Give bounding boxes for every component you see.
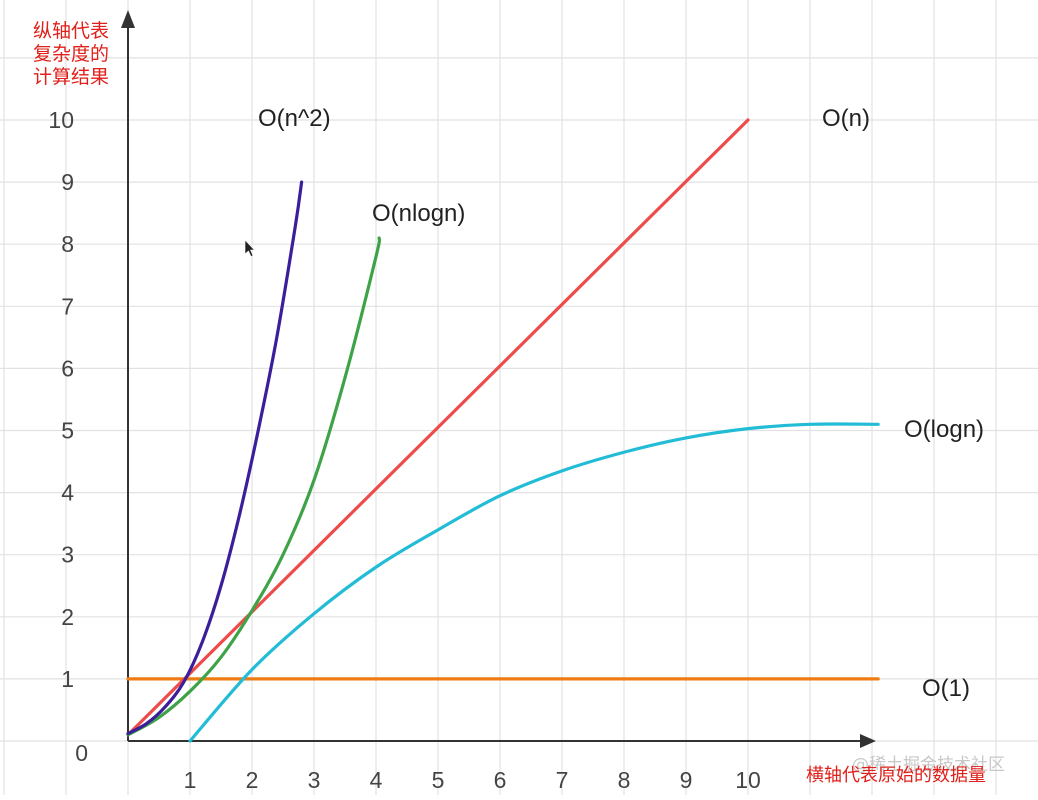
- x-tick-label: 6: [494, 767, 507, 793]
- series-label-on: O(n): [822, 105, 870, 132]
- y-tick-label: 1: [61, 666, 74, 692]
- series-line-onlogn: [126, 236, 382, 737]
- series-label-onlogn: O(nlogn): [372, 200, 465, 227]
- y-tick-label: 8: [61, 231, 74, 257]
- x-tick-label: 1: [184, 767, 197, 793]
- x-tick-label: 5: [432, 767, 445, 793]
- watermark: @稀土掘金技术社区: [852, 755, 1005, 775]
- series-line-on2: [126, 180, 304, 736]
- y-tick-label: 0: [75, 740, 88, 766]
- x-tick-label: 9: [680, 767, 693, 793]
- y-axis-label-line-1: 纵轴代表: [33, 20, 110, 42]
- y-tick-label: 3: [61, 542, 74, 568]
- y-axis-arrow: [121, 10, 135, 28]
- x-axis-label: 横轴代表原始的数据量: [806, 765, 986, 786]
- y-tick-label: 2: [61, 604, 74, 630]
- tick-labels: 1 2 3 4 5 6 7 8 9 10 0 1 2 3 4 5 6 7 8 9 10: [48, 107, 760, 793]
- x-tick-label: 3: [308, 767, 321, 793]
- y-tick-label: 6: [61, 355, 74, 381]
- y-tick-label: 4: [61, 480, 74, 506]
- series-labels: O(1) O(logn) O(n) O(nlogn) O(n^2): [258, 105, 984, 702]
- y-axis-label-line-2: 复杂度的: [33, 43, 110, 65]
- x-tick-label: 2: [246, 767, 259, 793]
- series-line-on: [126, 118, 750, 737]
- series-label-ologn: O(logn): [904, 416, 984, 443]
- mouse-cursor-icon: [244, 239, 256, 257]
- x-axis-arrow: [860, 734, 876, 748]
- y-tick-label: 9: [61, 169, 74, 195]
- series-label-on2: O(n^2): [258, 105, 331, 132]
- x-tick-label: 10: [735, 767, 761, 793]
- x-tick-label: 4: [370, 767, 383, 793]
- y-tick-label: 5: [61, 418, 74, 444]
- axes: [121, 10, 876, 748]
- series-label-o1: O(1): [922, 675, 970, 702]
- series-line-ologn: [188, 422, 880, 743]
- x-tick-label: 8: [618, 767, 631, 793]
- x-tick-label: 7: [556, 767, 569, 793]
- series-lines: [126, 118, 880, 743]
- y-tick-label: 10: [48, 107, 74, 133]
- y-axis-label-line-3: 计算结果: [33, 66, 110, 88]
- y-tick-label: 7: [61, 293, 74, 319]
